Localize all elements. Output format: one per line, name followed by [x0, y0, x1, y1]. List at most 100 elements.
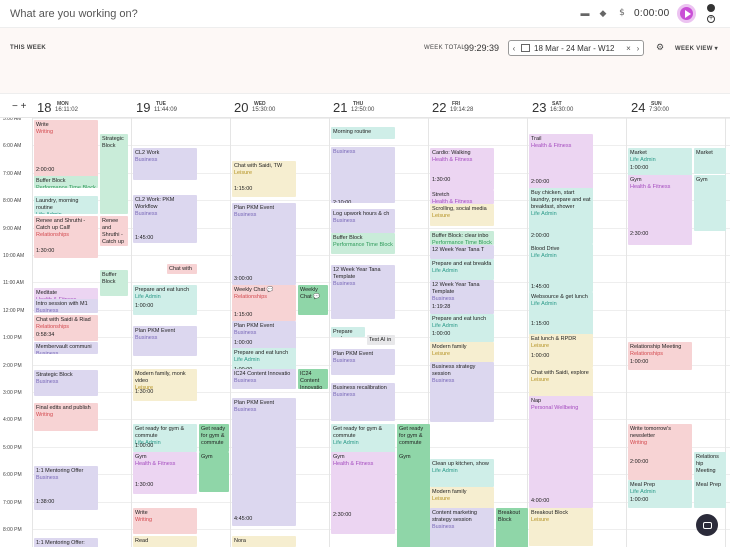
- time-entry-block[interactable]: Breakout Block Leisure: [529, 508, 593, 546]
- entry-duration: 1:30:00: [432, 177, 451, 183]
- time-entry-block[interactable]: Plan PKM Event Business 1:00:00: [232, 321, 296, 351]
- zoom-controls[interactable]: − +: [12, 101, 27, 112]
- time-entry-block[interactable]: Nap Personal Wellbeing 4:00:00: [529, 396, 593, 508]
- time-entry-block[interactable]: Gym: [397, 452, 430, 547]
- time-entry-block[interactable]: Prepare and: [331, 327, 365, 337]
- time-entry-block[interactable]: Blood Drive Life Admin 1:45:00: [529, 244, 593, 292]
- time-entry-block[interactable]: Chat with: [167, 264, 197, 274]
- entry-title: Buy chicken, start laundry, prepare and …: [531, 190, 591, 210]
- time-entry-block[interactable]: Business recalibration Business: [331, 383, 395, 421]
- time-entry-block[interactable]: CL2 Work: PKM Workflow Business 1:45:00: [133, 195, 197, 243]
- time-entry-block[interactable]: Membervault communi Business: [34, 342, 98, 354]
- time-entry-block[interactable]: Buffer Block Performance Time Block: [34, 176, 98, 188]
- time-entry-block[interactable]: Cardio: Walking Health & Fitness 1:30:00: [430, 148, 494, 190]
- time-entry-block[interactable]: Weekly Chat 💬 Relationships 1:15:00: [232, 285, 296, 321]
- week-view-dropdown[interactable]: WEEK VIEW ▾: [675, 46, 718, 52]
- task-description-input[interactable]: [10, 5, 430, 23]
- calendar-grid[interactable]: 5:00 AM 6:00 AM 7:00 AM 8:00 AM 9:00 AM 10:00…: [0, 118, 730, 547]
- time-entry-block[interactable]: Gym: [694, 175, 726, 231]
- hour-label: 8:00 PM: [3, 527, 22, 533]
- day-name: TUE: [156, 101, 166, 107]
- time-entry-block[interactable]: Get ready for gym & commute Life Admin 1:0…: [133, 424, 197, 452]
- support-chat-button[interactable]: [696, 514, 718, 536]
- time-entry-block[interactable]: IC24 Content Innovatio Business: [232, 369, 296, 389]
- entry-title: Buffer Block: [102, 272, 117, 285]
- time-entry-block[interactable]: Gym Health & Fitness 2:30:00: [628, 175, 692, 245]
- time-entry-block[interactable]: Business 2:10:00: [331, 147, 395, 203]
- start-timer-button[interactable]: [677, 4, 696, 23]
- time-entry-block[interactable]: Market: [694, 148, 726, 174]
- time-entry-block[interactable]: Prepare and eat breakfa Life Admin: [430, 259, 494, 280]
- time-entry-block[interactable]: Read: [133, 536, 197, 547]
- time-entry-block[interactable]: Clean up kitchen, show Life Admin: [430, 459, 494, 487]
- entry-duration: 1:00:00: [135, 443, 154, 449]
- time-entry-block[interactable]: Eat lunch & RPDR Leisure 1:00:00: [529, 334, 593, 368]
- time-entry-block[interactable]: Morning routine: [331, 127, 395, 139]
- time-entry-block[interactable]: Modern family Leisure: [430, 342, 494, 362]
- add-entry-icon[interactable]: +: [707, 15, 715, 23]
- time-entry-block[interactable]: Gym Health & Fitness 2:30:00: [331, 452, 395, 534]
- time-entry-block[interactable]: Strategic Block: [100, 134, 128, 214]
- time-entry-block[interactable]: 1:1 Mentoring Offer Business 1:38:00: [34, 466, 98, 510]
- time-entry-block[interactable]: CL2 Work Business: [133, 148, 197, 180]
- time-entry-block[interactable]: 12 Week Year Tana Template Business 1:19:2…: [430, 280, 494, 314]
- time-entry-block[interactable]: 12 Week Year Tana Template Business: [331, 265, 395, 319]
- time-entry-block[interactable]: Plan PKM Event Business: [133, 326, 197, 356]
- time-entry-block[interactable]: Write Writing: [133, 508, 197, 534]
- time-entry-block[interactable]: Final edits and publish Writing: [34, 403, 98, 431]
- time-entry-block[interactable]: Relations hip Meeting: [694, 452, 726, 480]
- time-entry-block[interactable]: Test AI in: [367, 335, 395, 345]
- time-entry-block[interactable]: Strategic Block Business: [34, 370, 98, 396]
- time-entry-block[interactable]: IC24 Content Innovatio: [298, 369, 328, 389]
- chevron-right-icon[interactable]: ›: [636, 43, 640, 53]
- folder-icon[interactable]: ▬: [580, 8, 590, 18]
- tag-icon[interactable]: ◆: [599, 8, 607, 18]
- time-entry-block[interactable]: Breakout Block: [496, 508, 528, 547]
- time-entry-block[interactable]: Get ready for gym & commute Life Admin: [331, 424, 395, 456]
- time-entry-block[interactable]: Scrolling, social media Leisure: [430, 204, 494, 226]
- time-entry-block[interactable]: Content marketing strategy session Busine…: [430, 508, 494, 547]
- clear-icon[interactable]: ×: [626, 43, 631, 53]
- gear-icon[interactable]: ⚙: [656, 43, 665, 53]
- time-entry-block[interactable]: Trail Health & Fitness 2:00:00: [529, 134, 593, 198]
- time-entry-block[interactable]: Chat with Saidi, TW Leisure 1:15:00: [232, 161, 296, 197]
- time-entry-block[interactable]: Gym: [199, 452, 229, 492]
- time-entry-block[interactable]: Plan PKM Event Business: [331, 349, 395, 375]
- time-entry-block[interactable]: 1:1 Mentoring Offer:: [34, 538, 98, 547]
- time-entry-block[interactable]: Plan PKM Event Business 4:45:00: [232, 398, 296, 526]
- time-entry-block[interactable]: Plan PKM Event Business 3:00:00: [232, 203, 296, 285]
- time-entry-block[interactable]: Buy chicken, start laundry, prepare and …: [529, 188, 593, 244]
- time-entry-block[interactable]: Weekly Chat 💬: [298, 285, 328, 315]
- time-entry-block[interactable]: Write tomorrow's newsletter Writing 2:00:0…: [628, 424, 692, 480]
- time-entry-block[interactable]: Log upwork hours & ch Business: [331, 209, 395, 233]
- time-entry-block[interactable]: Renee and Shruthi - Catch up Call! Relati…: [34, 216, 98, 258]
- time-entry-block[interactable]: Chat with Saidi, explore Leisure: [529, 368, 593, 398]
- date-range-picker[interactable]: ‹ 18 Mar - 24 Mar - W12 × ›: [508, 40, 644, 56]
- time-entry-block[interactable]: Gym Health & Fitness 1:30:00: [133, 452, 197, 494]
- time-entry-block[interactable]: Get ready for gym & commute: [199, 424, 229, 452]
- time-entry-block[interactable]: Renee and Shruthi - Catch up: [100, 216, 128, 246]
- time-entry-block[interactable]: Buffer Block: clear inbo Performance Time…: [430, 231, 494, 245]
- time-entry-block[interactable]: Chat with Saidi & Riad Relationships 0:58:…: [34, 315, 98, 341]
- time-entry-block[interactable]: Laundry, morning routineLife Admin: [34, 196, 98, 214]
- time-entry-block[interactable]: Modern family, monk video Leisure 1:30:00: [133, 369, 197, 401]
- time-entry-block[interactable]: Meal Prep Life Admin 1:00:00: [628, 480, 692, 508]
- date-range-text: 18 Mar - 24 Mar - W12: [534, 43, 615, 53]
- time-entry-block[interactable]: 12 Week Year Tana T: [430, 245, 494, 259]
- time-entry-block[interactable]: Market Life Admin 1:00:00: [628, 148, 692, 178]
- time-entry-block[interactable]: Relationship Meeting Relationships 1:00:00: [628, 342, 692, 370]
- more-options-icon[interactable]: [707, 4, 715, 12]
- entry-title: 1:1 Mentoring Offer: [36, 468, 84, 474]
- time-entry-block[interactable]: Buffer Block: [100, 270, 128, 296]
- time-entry-block[interactable]: Intro session with M1 Business: [34, 299, 98, 313]
- dollar-icon[interactable]: $: [619, 8, 625, 18]
- time-entry-block[interactable]: Stretch Health & Fitness: [430, 190, 494, 204]
- time-entry-block[interactable]: Websource & get lunch Life Admin 1:15:00: [529, 292, 593, 336]
- time-entry-block[interactable]: Meal Prep: [694, 480, 726, 508]
- chevron-left-icon[interactable]: ‹: [512, 43, 516, 53]
- time-entry-block[interactable]: Buffer Block Performance Time Block: [331, 233, 395, 254]
- time-entry-block[interactable]: Business strategy session Business: [430, 362, 494, 422]
- time-entry-block[interactable]: Nora: [232, 536, 296, 547]
